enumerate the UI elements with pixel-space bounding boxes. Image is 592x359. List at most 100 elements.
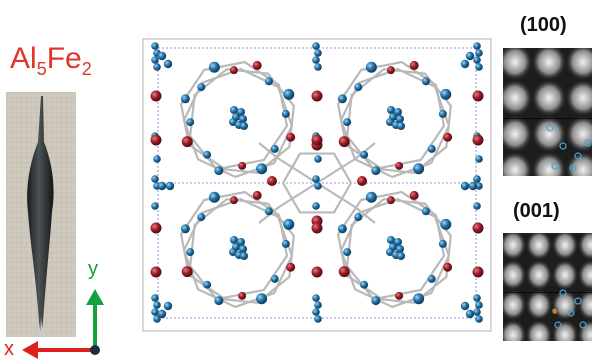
al-atom bbox=[475, 315, 483, 323]
stm-bright-spot bbox=[565, 151, 592, 176]
stm-bright-spot bbox=[525, 259, 553, 291]
al-atom bbox=[421, 207, 430, 216]
al-atom bbox=[312, 294, 320, 302]
al-atom bbox=[427, 144, 436, 153]
al-atom bbox=[354, 213, 363, 222]
al-atom bbox=[203, 280, 212, 289]
stm-bright-spot bbox=[565, 79, 592, 117]
fe-atom bbox=[150, 90, 162, 102]
al-atom bbox=[314, 301, 322, 309]
al-site-marker bbox=[559, 142, 567, 150]
al-atom bbox=[197, 83, 206, 92]
al-atom bbox=[440, 88, 452, 100]
al-atom bbox=[180, 224, 190, 234]
al-atom bbox=[394, 238, 402, 246]
stm-bright-spot bbox=[551, 289, 579, 321]
al-atom bbox=[230, 236, 238, 244]
al-atom bbox=[337, 94, 347, 104]
stm-image-100 bbox=[503, 48, 592, 176]
fe-atom bbox=[311, 90, 323, 102]
al-site-marker bbox=[579, 321, 587, 329]
fe-atom bbox=[311, 266, 323, 278]
al-atom bbox=[468, 181, 478, 191]
unit-cell-frame bbox=[142, 38, 492, 332]
stm-bright-spot bbox=[503, 233, 527, 261]
al-atom bbox=[397, 122, 405, 130]
al-atom bbox=[314, 155, 322, 163]
al-atom bbox=[396, 115, 404, 123]
al-atom bbox=[438, 239, 447, 248]
al-atom bbox=[314, 315, 322, 323]
fe-atom bbox=[338, 266, 350, 278]
stm-bright-spot bbox=[525, 319, 553, 341]
fe-atom bbox=[238, 291, 247, 300]
al-atom bbox=[240, 252, 248, 260]
fe-atom bbox=[472, 222, 484, 234]
al-atom bbox=[473, 202, 481, 210]
al-atom bbox=[473, 308, 481, 316]
al-atom bbox=[256, 293, 268, 305]
al-atom bbox=[312, 42, 320, 50]
al-atom bbox=[157, 181, 167, 191]
al-atom bbox=[203, 150, 212, 159]
al-atom bbox=[360, 150, 369, 159]
al-atom bbox=[229, 248, 237, 256]
al-atom bbox=[387, 106, 395, 114]
stm-bright-spot bbox=[525, 289, 553, 321]
fe-atom bbox=[229, 196, 238, 205]
link-bond bbox=[316, 182, 376, 224]
ring-bond bbox=[336, 60, 446, 170]
fe-atom bbox=[357, 176, 367, 186]
stm-bright-spot bbox=[503, 115, 533, 153]
formula-al: Al bbox=[10, 42, 37, 75]
al-atom bbox=[153, 315, 161, 323]
al-atom bbox=[153, 63, 161, 71]
al-atom bbox=[151, 42, 159, 50]
al-atom bbox=[438, 109, 447, 118]
al-atom bbox=[365, 191, 377, 203]
stm-bright-spot bbox=[565, 48, 592, 81]
stm-bright-spot bbox=[577, 233, 592, 261]
al-atom bbox=[180, 94, 190, 104]
al-site-marker bbox=[584, 139, 592, 147]
fe-atom bbox=[150, 222, 162, 234]
fe-atom bbox=[443, 262, 453, 272]
al-atom bbox=[197, 213, 206, 222]
al-atom bbox=[440, 218, 452, 230]
y-axis-label: y bbox=[88, 258, 98, 280]
al-atom bbox=[283, 218, 295, 230]
al-atom bbox=[475, 49, 483, 57]
al-atom bbox=[475, 155, 483, 163]
fe-atom bbox=[267, 176, 277, 186]
al-site-marker bbox=[574, 152, 582, 160]
stm-bright-spot bbox=[503, 259, 527, 291]
stm-bright-spot bbox=[577, 259, 592, 291]
fe-site-marker bbox=[551, 307, 559, 315]
al-atom bbox=[270, 144, 279, 153]
al-site-marker bbox=[554, 321, 562, 329]
stm-bright-spot bbox=[577, 319, 592, 341]
stm-bright-spot bbox=[503, 48, 533, 81]
fe-atom bbox=[395, 161, 404, 170]
fe-atom bbox=[386, 196, 395, 205]
al-atom bbox=[157, 309, 167, 319]
stm-bright-spot bbox=[503, 289, 527, 321]
al-atom bbox=[186, 118, 195, 127]
al-atom bbox=[413, 163, 425, 175]
compound-formula: Al5Fe2 bbox=[10, 42, 92, 80]
stm-bright-spot bbox=[577, 289, 592, 321]
stm-bright-spot bbox=[551, 259, 579, 291]
al-atom bbox=[386, 248, 394, 256]
stm-bright-spot bbox=[551, 233, 579, 261]
al-atom bbox=[153, 301, 161, 309]
al-site-marker bbox=[551, 162, 559, 170]
al-atom bbox=[151, 202, 159, 210]
al-site-marker bbox=[574, 297, 582, 305]
al-atom bbox=[460, 301, 470, 311]
ring-bond bbox=[179, 60, 289, 170]
fe-atom bbox=[181, 266, 193, 278]
al-atom bbox=[360, 280, 369, 289]
fe-atom bbox=[409, 190, 419, 200]
al-atom bbox=[229, 118, 237, 126]
al-atom bbox=[214, 166, 224, 176]
